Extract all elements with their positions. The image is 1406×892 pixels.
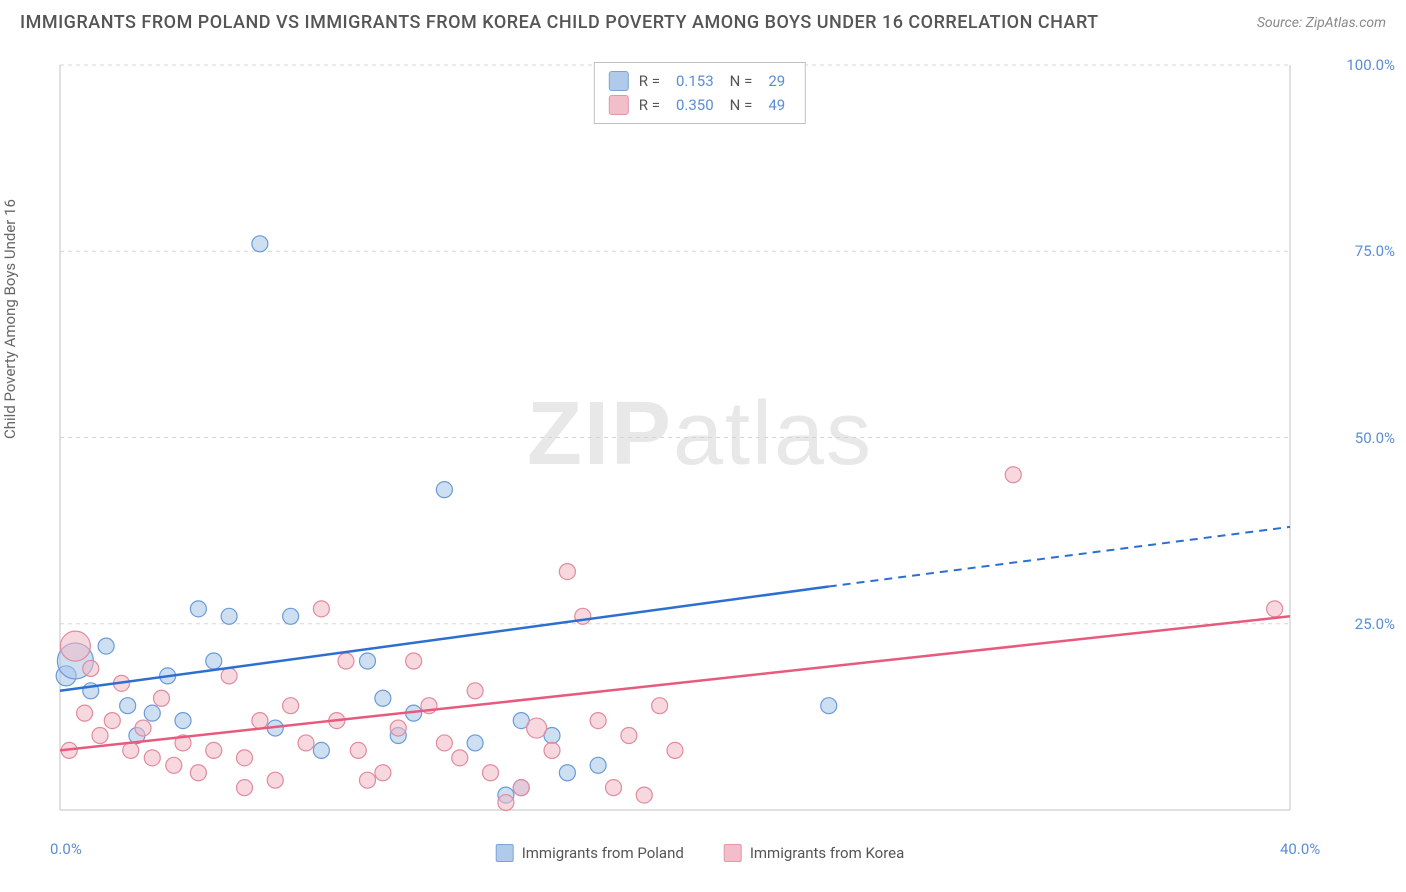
legend-item-poland: Immigrants from Poland bbox=[496, 844, 684, 862]
swatch-korea-icon bbox=[724, 844, 742, 862]
y-tick-label: 75.0% bbox=[1355, 242, 1395, 260]
y-tick-label: 25.0% bbox=[1355, 615, 1395, 633]
y-tick-label: 50.0% bbox=[1355, 429, 1395, 447]
y-axis-label: Child Poverty Among Boys Under 16 bbox=[1, 199, 19, 439]
correlation-legend: R = 0.153 N = 29 R = 0.350 N = 49 bbox=[594, 62, 806, 124]
chart-area: ZIPatlas R = 0.153 N = 29 R = 0.350 N = … bbox=[55, 60, 1345, 830]
swatch-poland bbox=[609, 71, 629, 91]
swatch-poland-icon bbox=[496, 844, 514, 862]
scatter-plot bbox=[55, 60, 1345, 830]
header: IMMIGRANTS FROM POLAND VS IMMIGRANTS FRO… bbox=[0, 0, 1406, 41]
x-tick-label: 0.0% bbox=[50, 840, 82, 858]
y-tick-label: 100.0% bbox=[1346, 56, 1395, 74]
source-citation: Source: ZipAtlas.com bbox=[1257, 15, 1386, 31]
series-legend: Immigrants from Poland Immigrants from K… bbox=[496, 844, 905, 862]
x-tick-label: 40.0% bbox=[1280, 840, 1320, 858]
swatch-korea bbox=[609, 95, 629, 115]
legend-item-korea: Immigrants from Korea bbox=[724, 844, 904, 862]
legend-row-korea: R = 0.350 N = 49 bbox=[609, 93, 791, 117]
chart-title: IMMIGRANTS FROM POLAND VS IMMIGRANTS FRO… bbox=[20, 12, 1099, 33]
legend-row-poland: R = 0.153 N = 29 bbox=[609, 69, 791, 93]
